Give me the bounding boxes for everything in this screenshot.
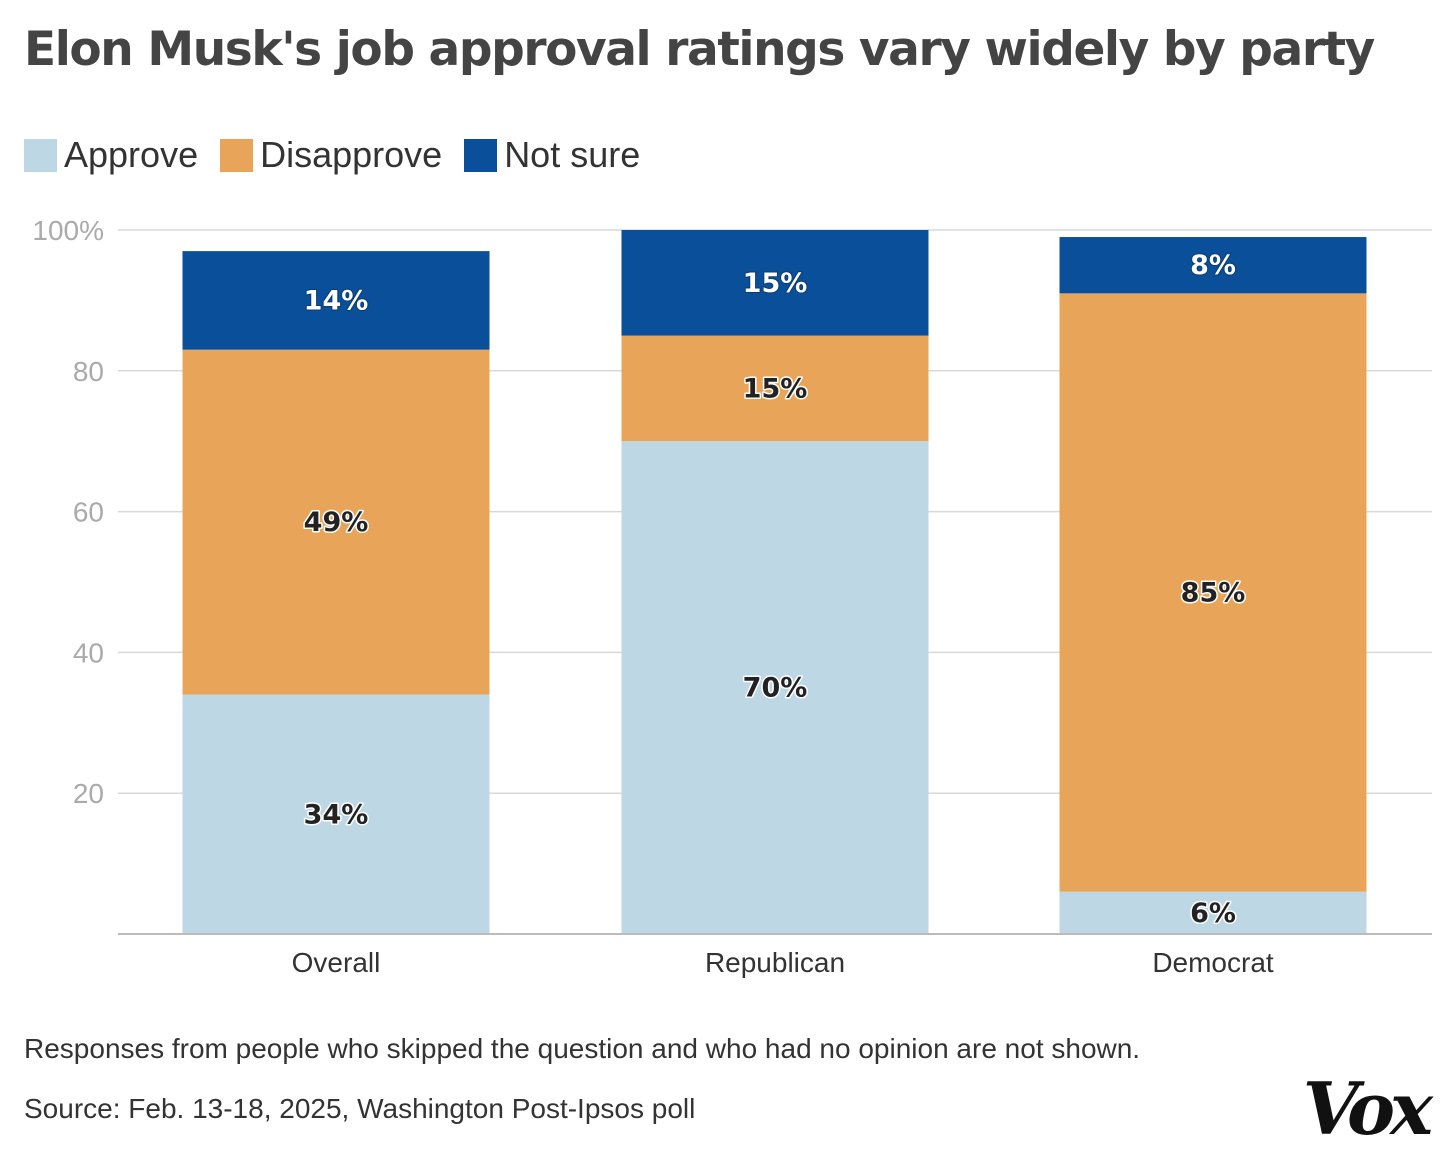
legend-label-disapprove: Disapprove [260,134,443,175]
legend-label-not-sure: Not sure [504,134,641,175]
legend-swatch-disapprove [220,138,254,172]
x-tick-label: Overall [292,947,381,978]
data-label: 70% [743,673,808,704]
bar-segment-disapprove [1059,293,1367,892]
data-label: 6% [1190,898,1236,929]
bar-segment-approve [621,441,929,934]
legend-item-approve: Approve [24,134,198,176]
x-tick-label: Republican [705,947,845,978]
legend-swatch-not-sure [464,138,498,172]
y-tick-label: 20 [73,778,104,809]
legend-swatch-approve [24,138,57,172]
bar-segment-disapprove [182,349,490,695]
bar-segment-disapprove [621,335,929,442]
source-note: Source: Feb. 13-18, 2025, Washington Pos… [24,1093,696,1124]
data-label: 15% [743,373,808,404]
bar-segment-approve [182,694,490,934]
data-label: 15% [743,268,808,299]
bar-segment-not-sure [1059,237,1367,294]
bar-segment-not-sure [621,230,929,336]
footnote: Responses from people who skipped the qu… [24,1033,1141,1064]
y-tick-label: 100% [32,215,104,246]
legend-item-disapprove: Disapprove [220,134,442,176]
vox-logo: Vox [1302,1066,1433,1151]
x-tick-label: Democrat [1152,947,1274,978]
bar-segment-approve [1059,891,1367,934]
legend-label-approve: Approve [64,134,199,175]
data-label: 14% [304,285,369,316]
legend: Approve Disapprove Not sure [24,134,662,176]
data-label: 49% [304,507,369,538]
data-label: 34% [304,799,369,830]
y-tick-label: 80 [73,356,104,387]
data-label: 85% [1181,578,1246,609]
chart-title: Elon Musk's job approval ratings vary wi… [24,22,1375,77]
legend-item-not-sure: Not sure [464,134,640,176]
y-tick-label: 60 [73,497,104,528]
stacked-bar-chart: 100% 80 60 40 20 34% 49% 14% Overall 70% 15% 15% Rep… [32,215,1432,978]
bar-segment-not-sure [182,251,490,350]
data-label: 8% [1190,250,1236,281]
y-tick-label: 40 [73,637,104,668]
